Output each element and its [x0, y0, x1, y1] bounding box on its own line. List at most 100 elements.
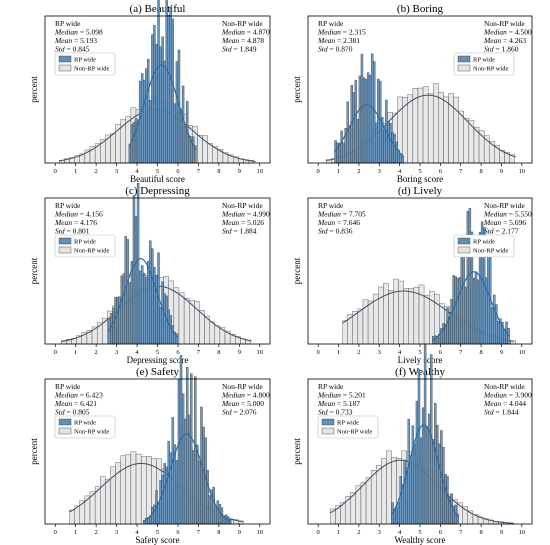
stats-nonrp-label: Non-RP wide [222, 19, 263, 28]
stats-nonrp-label: Non-RP wide [484, 19, 525, 28]
stats-nonrp-std: Std = 1.849 [222, 45, 257, 54]
stats-key: Mean [221, 218, 239, 227]
histogram-bar [375, 122, 378, 164]
histogram-bar [140, 265, 144, 345]
x-tick-label: 2 [357, 168, 360, 175]
stats-eq: = [341, 210, 349, 219]
histogram-bar [403, 288, 409, 345]
legend-swatch [321, 427, 335, 435]
histogram-bar [438, 443, 441, 525]
x-tick-label: 10 [257, 529, 264, 536]
stats-nonrp-mean: Mean = 5.026 [221, 218, 264, 227]
stats-key: Mean [317, 36, 335, 45]
histogram-bar [194, 376, 197, 525]
stats-key: Mean [54, 218, 72, 227]
x-tick-label: 3 [115, 529, 118, 536]
stats-key: Mean [483, 218, 501, 227]
histogram-bar [157, 0, 160, 164]
stats-value: 4.500 [515, 28, 532, 37]
histogram-bar [407, 94, 414, 164]
stats-eq: = [507, 210, 515, 219]
series-rp [128, 0, 197, 164]
histogram-bar [443, 96, 449, 164]
histogram-bar [134, 118, 138, 164]
stats-key: Mean [483, 36, 501, 45]
histogram-bar [491, 307, 494, 345]
panel-title: (c) Depressing [125, 185, 190, 197]
x-tick-label: 7 [197, 168, 201, 175]
stats-nonrp-label: Non-RP wide [222, 382, 263, 391]
histogram-bar [409, 459, 413, 525]
histogram-bar [360, 482, 367, 525]
x-tick-label: 6 [439, 529, 443, 536]
stats-nonrp-median: Median = 3.900 [483, 391, 532, 400]
x-tick-label: 3 [115, 349, 118, 356]
histogram-bar [206, 469, 209, 525]
histogram-bar [468, 119, 475, 164]
legend-swatch [58, 427, 72, 435]
stats-rp-mean: Mean = 5.187 [317, 399, 360, 408]
histogram-bar [411, 425, 415, 525]
stats-value: 1.844 [502, 408, 519, 417]
x-tick-label: 7 [197, 529, 201, 536]
legend-label: Non-RP wide [473, 66, 508, 73]
y-axis-label: percent [292, 257, 302, 284]
histogram-bar [417, 87, 424, 164]
series-rp [142, 355, 232, 525]
histogram-bar [377, 78, 380, 164]
stats-eq: = [494, 408, 502, 417]
histogram-bar [446, 307, 449, 345]
legend-label: Non-RP wide [74, 248, 109, 255]
x-tick-label: 3 [378, 349, 381, 356]
stats-value: 6.421 [80, 399, 97, 408]
stats-nonrp-mean: Mean = 4.044 [483, 399, 526, 408]
histogram-bar [143, 79, 146, 164]
x-tick-label: 8 [479, 529, 482, 536]
histogram-bar [432, 439, 435, 525]
x-tick-label: 2 [95, 529, 98, 536]
legend: RP wide Non-RP wide [453, 234, 515, 258]
histogram-bar [348, 125, 351, 164]
histogram-bar [175, 460, 179, 525]
histogram-bar [448, 317, 451, 345]
stats-eq: = [494, 227, 502, 236]
stats-value: 2.177 [502, 227, 519, 236]
stats-eq: = [501, 218, 509, 227]
histogram-bar [472, 277, 476, 345]
x-tick-label: 3 [378, 529, 381, 536]
x-tick-label: 0 [317, 529, 320, 536]
histogram-bar [177, 379, 181, 525]
histogram-bar [427, 93, 434, 164]
stats-value: 3.900 [515, 391, 532, 400]
stats-key: Mean [317, 399, 335, 408]
stats-value: 5.026 [247, 218, 264, 227]
stats-value: 0.801 [73, 227, 90, 236]
y-axis-label: percent [29, 257, 39, 284]
kde-line [142, 433, 232, 523]
histogram-bar [436, 424, 439, 525]
stats-value: 0.805 [73, 408, 90, 417]
x-tick-label: 0 [317, 349, 320, 356]
stats-eq: = [507, 391, 515, 400]
stats-value: 4.990 [253, 210, 270, 219]
histogram-bar [399, 476, 402, 525]
stats-value: 4.800 [253, 391, 270, 400]
x-tick-label: 0 [54, 168, 57, 175]
stats-rp-std: Std = 0.870 [318, 45, 353, 54]
legend-label: Non-RP wide [473, 248, 508, 255]
stats-eq: = [328, 227, 336, 236]
stats-value: 4.044 [509, 399, 526, 408]
stats-nonrp-label: Non-RP wide [484, 382, 525, 391]
stats-rp-std: Std = 0.733 [318, 408, 353, 417]
stats-label: Non-RP wide [484, 382, 525, 391]
stats-rp-median: Median = 7.705 [317, 210, 366, 219]
stats-eq: = [494, 45, 502, 54]
x-tick-label: 9 [238, 168, 241, 175]
x-tick-label: 7 [459, 168, 463, 175]
stats-nonrp-mean: Mean = 4.263 [483, 36, 526, 45]
x-tick-label: 10 [519, 529, 526, 536]
histogram-bar [381, 458, 387, 525]
y-axis-label: percent [29, 438, 39, 465]
stats-nonrp-mean: Mean = 5.696 [483, 218, 526, 227]
stats-value: 4.176 [80, 218, 97, 227]
